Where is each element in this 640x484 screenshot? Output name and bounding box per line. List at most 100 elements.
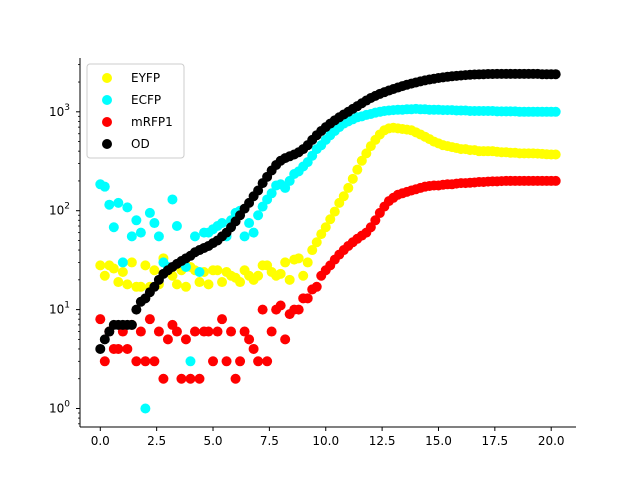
series-mrfp1	[95, 175, 561, 384]
data-point	[135, 227, 146, 238]
data-point	[293, 253, 304, 264]
data-point	[347, 173, 358, 184]
x-tick-label: 5.0	[203, 434, 222, 448]
data-point	[302, 257, 313, 268]
data-point	[131, 304, 142, 315]
data-point	[117, 267, 128, 277]
data-point	[221, 356, 232, 367]
legend-label: ECFP	[131, 93, 161, 107]
legend-marker	[102, 73, 112, 83]
series-od	[95, 68, 561, 354]
data-point	[550, 69, 561, 80]
data-point	[194, 373, 205, 384]
data-point	[131, 356, 142, 367]
data-point	[239, 231, 250, 242]
data-point	[144, 314, 155, 325]
data-point	[203, 326, 214, 337]
data-point	[171, 221, 182, 232]
data-point	[311, 237, 322, 248]
legend-marker	[102, 117, 112, 127]
data-point	[284, 274, 295, 285]
data-point	[356, 155, 367, 166]
data-point	[217, 314, 228, 325]
data-point	[104, 199, 115, 210]
data-point	[140, 356, 151, 367]
data-point	[126, 257, 137, 268]
data-point	[235, 356, 246, 367]
data-point	[257, 304, 268, 315]
data-point	[248, 227, 259, 238]
x-tick-label: 17.5	[481, 434, 508, 448]
data-point	[253, 356, 264, 367]
data-point	[180, 281, 191, 292]
data-point	[144, 207, 155, 218]
data-point	[212, 326, 223, 337]
y-tick-label: 103	[49, 103, 70, 119]
legend-label: EYFP	[131, 71, 160, 85]
data-point	[135, 326, 146, 337]
data-point	[113, 277, 124, 288]
x-tick-label: 7.5	[260, 434, 279, 448]
data-point	[208, 356, 219, 367]
legend-marker	[102, 139, 112, 149]
data-point	[244, 334, 255, 345]
data-point	[194, 267, 205, 277]
data-point	[550, 149, 561, 160]
data-point	[149, 265, 160, 276]
data-point	[176, 373, 187, 384]
data-point	[280, 257, 291, 268]
data-point	[185, 373, 196, 384]
data-point	[171, 279, 182, 290]
data-point	[203, 279, 214, 290]
data-point	[122, 202, 133, 213]
data-point	[99, 270, 110, 281]
x-tick-label: 10.0	[312, 434, 339, 448]
y-tick-label: 101	[49, 301, 70, 317]
data-point	[126, 319, 137, 330]
x-tick-label: 20.0	[538, 434, 565, 448]
data-point	[266, 188, 277, 199]
data-point	[226, 326, 237, 337]
data-point	[325, 214, 336, 225]
data-point	[266, 326, 277, 337]
x-tick-label: 15.0	[425, 434, 452, 448]
data-point	[180, 334, 191, 345]
y-tick-label: 100	[49, 399, 70, 415]
data-point	[122, 343, 133, 354]
data-point	[122, 279, 133, 290]
data-point	[235, 277, 246, 288]
data-point	[117, 257, 128, 268]
data-point	[212, 265, 223, 276]
data-point	[189, 231, 200, 242]
data-point	[257, 201, 268, 212]
data-point	[217, 277, 228, 288]
data-point	[131, 215, 142, 226]
data-point	[307, 245, 318, 256]
data-point	[185, 356, 196, 367]
data-point	[217, 218, 228, 229]
data-point	[343, 182, 354, 193]
data-point	[293, 304, 304, 315]
data-point	[113, 343, 124, 354]
x-tick-label: 12.5	[369, 434, 396, 448]
data-point	[135, 281, 146, 292]
data-point	[158, 373, 169, 384]
data-point	[171, 326, 182, 337]
data-point	[95, 260, 106, 271]
data-point	[302, 293, 313, 304]
data-point	[153, 231, 164, 242]
axes-layer: 0.0 2.5 5.0 7.5 10.0 12.5 15.0 17.5 20.0 100 101 10…	[49, 58, 576, 448]
data-point	[189, 326, 200, 337]
data-point	[275, 300, 286, 311]
data-point	[262, 356, 273, 367]
data-point	[320, 222, 331, 233]
legend-marker	[102, 95, 112, 105]
data-point	[162, 334, 173, 345]
data-point	[253, 270, 264, 281]
x-tick-label: 2.5	[147, 434, 166, 448]
data-point	[253, 210, 264, 221]
data-point	[99, 334, 110, 345]
data-point	[361, 148, 372, 159]
data-point	[275, 268, 286, 279]
